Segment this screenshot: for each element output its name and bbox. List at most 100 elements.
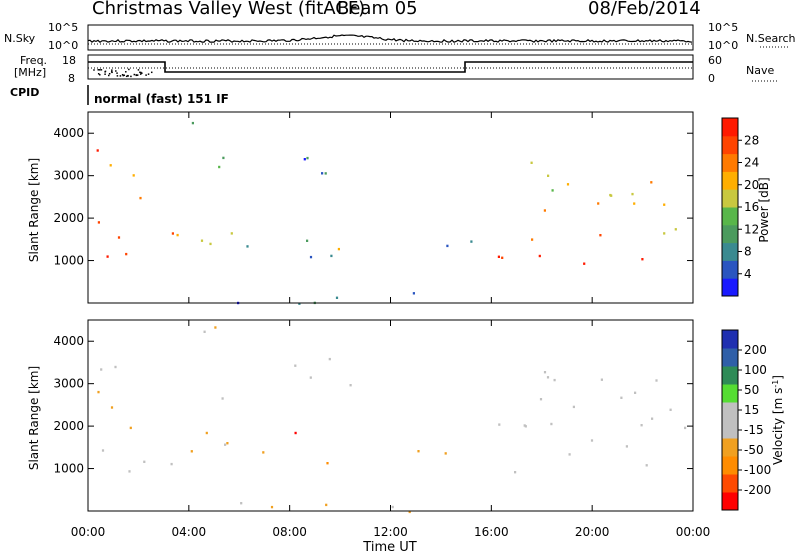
data-cell <box>663 203 666 206</box>
nave-dot <box>100 69 103 71</box>
data-cell <box>620 396 623 399</box>
data-cell <box>543 371 547 374</box>
data-cell <box>600 378 603 381</box>
data-cell <box>128 470 131 473</box>
x-tick-label: 00:00 <box>676 525 711 539</box>
nave-dot <box>98 69 101 71</box>
nave-dot <box>116 72 118 74</box>
nave-scatter <box>93 68 153 78</box>
freq-label-2: [MHz] <box>14 66 46 79</box>
colorbar-swatch <box>722 118 738 137</box>
velocity-data <box>97 326 687 514</box>
colorbar-swatch <box>722 384 738 403</box>
nave-dot <box>125 71 127 73</box>
freq-panel: Freq. [MHz] 18 8 60 0 Nave <box>14 54 778 85</box>
power-data <box>96 121 677 305</box>
station-title: Christmas Valley West (fitACF) <box>92 0 365 19</box>
freq-tick-bottom: 8 <box>68 72 75 85</box>
data-cell <box>684 426 687 430</box>
colorbar-tick-label: -100 <box>744 463 771 477</box>
colorbar-swatch <box>722 420 738 439</box>
data-cell <box>566 183 570 186</box>
data-cell <box>109 164 112 167</box>
nave-dot <box>108 72 111 75</box>
velocity-colorbar-ticks: 200 100 50 15 -15 -50 -100 -200 <box>738 343 771 497</box>
noise-sky-line <box>87 34 693 43</box>
time-axis-labels: 00:00 04:00 08:00 12:00 16:00 20:00 00:00 <box>71 525 711 539</box>
nave-tick-bottom: 0 <box>708 72 715 85</box>
colorbar-swatch <box>722 260 738 279</box>
colorbar-swatch <box>722 153 738 172</box>
data-cell <box>324 172 327 175</box>
data-cell <box>325 503 328 507</box>
x-tick-label: 04:00 <box>172 525 207 539</box>
nave-dot <box>137 69 140 71</box>
data-cell <box>221 397 224 400</box>
data-cell <box>547 174 550 177</box>
time-axis-label: Time UT <box>362 540 416 554</box>
data-cell <box>306 239 309 242</box>
data-cell <box>583 262 586 265</box>
y-tick-label: 1000 <box>53 462 84 476</box>
data-cell <box>246 245 249 248</box>
nave-dot <box>133 73 136 76</box>
nave-dot <box>121 73 124 76</box>
data-cell <box>203 330 206 333</box>
data-cell <box>408 510 411 514</box>
x-tick-label: 00:00 <box>71 525 106 539</box>
nsearch-label: N.Search <box>746 32 796 45</box>
data-cell <box>530 161 533 164</box>
nsearch-scale-bottom: 10^0 <box>708 39 738 52</box>
data-cell <box>270 505 274 509</box>
colorbar-swatch <box>722 135 738 155</box>
colorbar-swatch <box>722 402 738 421</box>
freq-line <box>88 61 693 73</box>
data-cell <box>631 192 634 196</box>
colorbar-swatch <box>722 207 738 226</box>
data-cell <box>97 221 100 224</box>
data-cell <box>110 406 114 409</box>
data-cell <box>663 232 666 235</box>
data-cell <box>497 255 500 258</box>
colorbar-tick-label: 12 <box>744 222 759 236</box>
colorbar-tick-label: 200 <box>744 343 767 357</box>
nave-dot <box>130 75 132 78</box>
nave-dot <box>150 71 153 74</box>
colorbar-swatch <box>722 278 738 297</box>
data-cell <box>568 453 571 456</box>
data-cell <box>651 417 654 420</box>
data-cell <box>609 193 612 197</box>
nave-dot <box>123 74 125 77</box>
nave-dot <box>97 69 99 71</box>
y-tick-label: 3000 <box>53 169 84 183</box>
data-cell <box>551 189 554 192</box>
noise-panel: N.Sky 10^5 10^0 10^5 10^0 N.Search <box>4 21 796 52</box>
data-cell <box>446 244 449 248</box>
data-cell <box>209 242 212 246</box>
nave-dot <box>116 75 119 77</box>
nave-dot <box>128 68 130 71</box>
data-cell <box>176 233 179 237</box>
nave-dot <box>147 73 150 75</box>
data-cell <box>309 376 312 379</box>
velocity-colorbar-label: Velocity [m s-1] <box>771 375 786 465</box>
data-cell <box>572 405 575 409</box>
data-cell <box>298 302 301 305</box>
data-cell <box>599 234 602 237</box>
colorbar-tick-label: 8 <box>744 245 752 259</box>
nave-dot <box>97 73 100 75</box>
data-cell <box>417 450 420 453</box>
data-cell <box>444 452 447 455</box>
colorbar-tick-label: 50 <box>744 383 759 397</box>
y-tick-label: 1000 <box>53 254 84 268</box>
velocity-panel: 1000 2000 3000 4000 Slant Range [km] <box>27 319 694 514</box>
data-cell <box>171 232 174 235</box>
data-cell <box>226 442 229 445</box>
nave-dot <box>125 75 128 78</box>
data-cell <box>132 174 135 177</box>
nsky-scale-bottom: 10^0 <box>48 39 78 52</box>
nave-dot <box>107 74 110 77</box>
nave-dot <box>115 70 117 72</box>
colorbar-swatch <box>722 189 738 208</box>
colorbar-swatch <box>722 456 738 475</box>
